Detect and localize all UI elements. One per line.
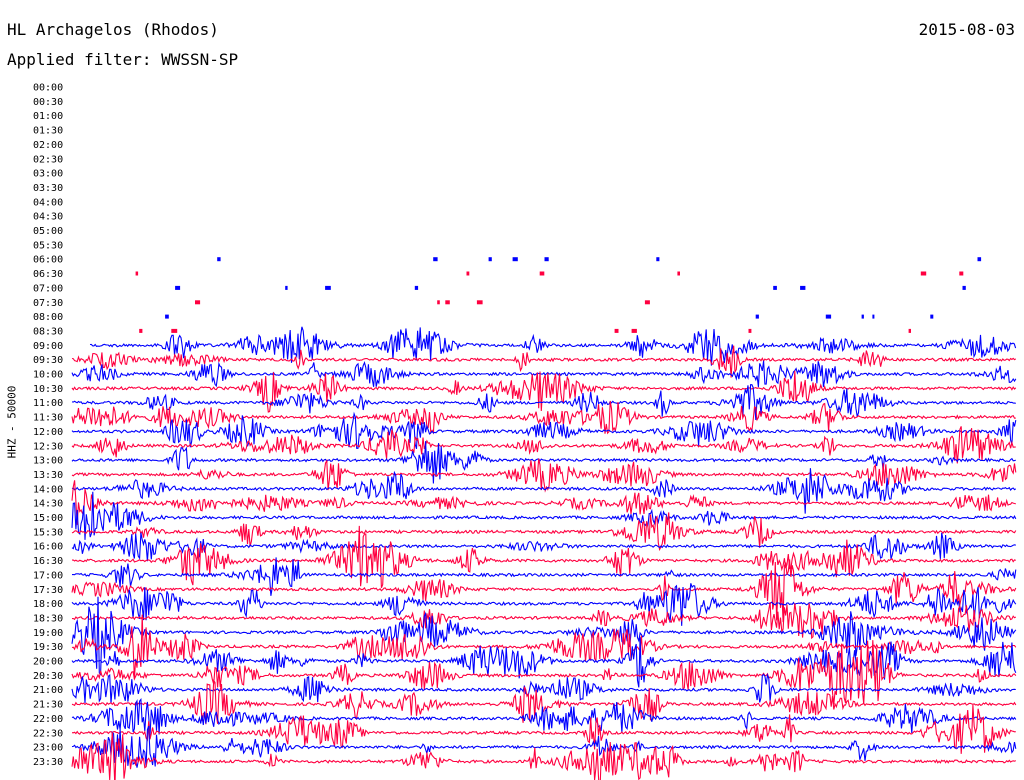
row-time-label: 15:00: [33, 513, 63, 524]
row-time-label: 03:00: [33, 169, 63, 180]
row-time-label: 22:30: [33, 728, 63, 739]
row-time-label: 18:30: [33, 613, 63, 624]
row-time-label: 11:30: [33, 413, 63, 424]
trace-line: [71, 468, 1017, 514]
row-time-label: 06:00: [33, 255, 63, 266]
trace-line: [71, 370, 1017, 413]
trace-line: [71, 360, 1017, 388]
row-time-label: 17:30: [33, 585, 63, 596]
trace-line: [71, 532, 1016, 562]
row-time-label: 20:30: [33, 671, 63, 682]
trace-line: [71, 583, 1017, 626]
trace-line: [71, 614, 1017, 679]
row-time-label: 21:00: [33, 685, 63, 696]
trace-line: [71, 725, 1017, 768]
row-time-label: 05:00: [33, 226, 63, 237]
trace-line: [71, 458, 1017, 493]
row-time-label: 16:00: [33, 542, 63, 553]
row-time-label: 14:00: [33, 484, 63, 495]
row-time-label: 11:00: [33, 398, 63, 409]
trace-segment: [165, 314, 934, 319]
row-time-label: 12:00: [33, 427, 63, 438]
row-time-label: 01:00: [33, 111, 63, 122]
row-time-label: 00:30: [33, 97, 63, 108]
row-time-label: 19:30: [33, 642, 63, 653]
row-time-label: 13:30: [33, 470, 63, 481]
trace-segment: [139, 328, 911, 333]
trace-line: [72, 525, 1016, 589]
trace-line: [71, 384, 1016, 421]
row-time-label: 09:30: [33, 355, 63, 366]
row-time-label: 23:00: [33, 743, 63, 754]
row-time-label: 02:30: [33, 154, 63, 165]
row-time-label: 16:30: [33, 556, 63, 567]
trace-line: [71, 491, 1017, 540]
station-title: HL Archagelos (Rhodos): [7, 20, 219, 39]
row-time-label: 04:30: [33, 212, 63, 223]
trace-segment: [195, 300, 650, 305]
row-time-label: 08:00: [33, 312, 63, 323]
trace-line: [71, 345, 1017, 378]
row-time-label: 03:30: [33, 183, 63, 194]
row-time-label: 14:30: [33, 499, 63, 510]
row-time-label: 21:30: [33, 700, 63, 711]
row-time-label: 23:30: [33, 757, 63, 768]
trace-line: [71, 602, 1017, 640]
trace-segment: [135, 271, 964, 276]
trace-line: [71, 596, 1017, 676]
trace-line: [71, 673, 1016, 704]
trace-line: [71, 704, 1016, 754]
row-time-label: 09:00: [33, 341, 63, 352]
row-time-label: 18:00: [33, 599, 63, 610]
trace-line: [71, 512, 1017, 552]
trace-line: [71, 679, 1017, 725]
trace-line: [71, 441, 1016, 484]
trace-segment: [217, 257, 982, 262]
trace-line: [71, 480, 1016, 525]
row-time-label: 05:30: [33, 240, 63, 251]
row-time-label: 01:30: [33, 126, 63, 137]
row-time-label: 17:00: [33, 570, 63, 581]
trace-line: [71, 400, 1016, 435]
row-time-label: 07:00: [33, 283, 63, 294]
row-time-label: 07:30: [33, 298, 63, 309]
row-time-label: 19:00: [33, 628, 63, 639]
trace-line: [71, 411, 1017, 449]
trace-line: [71, 732, 1017, 780]
trace-line: [71, 640, 1017, 705]
row-time-label: 10:00: [33, 370, 63, 381]
row-time-label: 20:00: [33, 657, 63, 668]
trace-line: [71, 559, 1017, 623]
trace-line: [89, 326, 1017, 366]
row-time-label: 04:00: [33, 197, 63, 208]
filter-label: Applied filter: WWSSN-SP: [7, 50, 239, 69]
row-time-label: 02:00: [33, 140, 63, 151]
record-date: 2015-08-03: [918, 20, 1015, 39]
row-time-label: 00:00: [33, 83, 63, 94]
trace-line: [71, 637, 1017, 688]
row-time-label: 06:30: [33, 269, 63, 280]
row-time-label: 08:30: [33, 326, 63, 337]
row-time-label: 13:00: [33, 456, 63, 467]
row-time-label: 12:30: [33, 441, 63, 452]
trace-line: [72, 557, 1017, 596]
row-time-label: 22:00: [33, 714, 63, 725]
row-time-label: 10:30: [33, 384, 63, 395]
trace-line: [71, 426, 1016, 464]
trace-segment: [175, 285, 966, 290]
row-time-label: 15:30: [33, 527, 63, 538]
